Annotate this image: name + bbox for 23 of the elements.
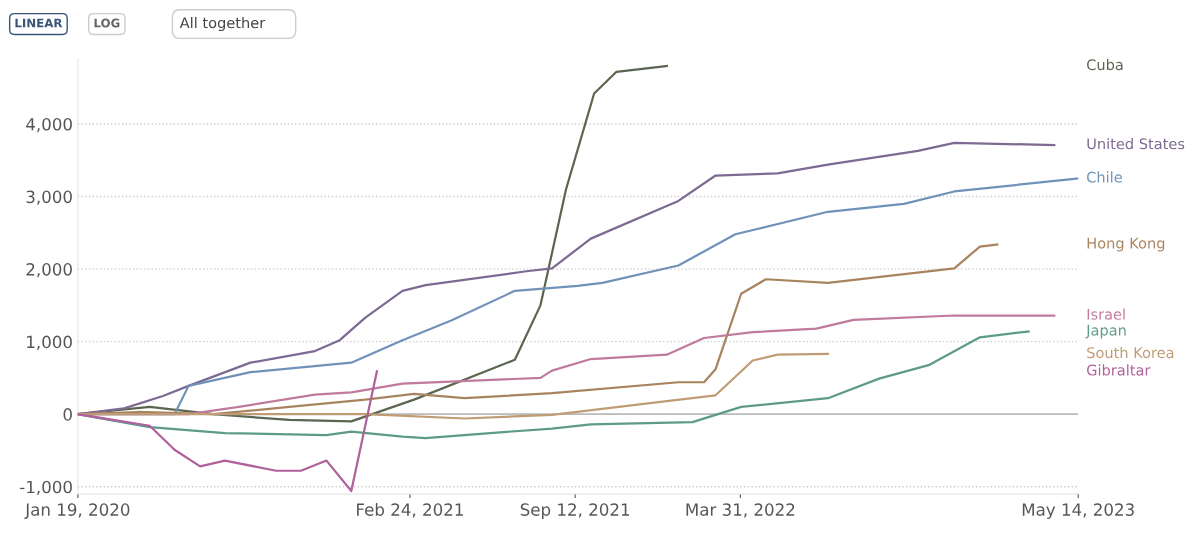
text: Hong Kong (1087, 237, 1165, 252)
text: Cuba (1087, 58, 1123, 71)
y-tick-label: 2,000 (26, 263, 72, 278)
text: South Korea (1087, 346, 1174, 359)
text: United States (1087, 138, 1185, 150)
y-tick-label: 3,000 (26, 190, 72, 205)
text: LINEAR (15, 18, 63, 28)
y-tick-label: 0 (63, 408, 72, 421)
x-tick-label: May 14, 2023 (1022, 503, 1134, 520)
x-tick-label: Feb 24, 2021 (357, 502, 463, 518)
line-series (77, 370, 379, 493)
series-label: Chile (1087, 171, 1122, 183)
x-tick-label: Sep 12, 2021 (520, 503, 630, 520)
y-tick-label: 4,000 (26, 117, 72, 133)
text: Gibraltar (1087, 364, 1151, 376)
text: All together (179, 16, 266, 32)
text: LOG (94, 18, 120, 28)
x-tick-label: Mar 31, 2022 (686, 503, 795, 518)
text: Israel (1087, 308, 1125, 320)
x-tick-label: Jan 19, 2020 (24, 503, 130, 519)
text: Japan (1085, 324, 1126, 339)
y-tick-label: 1,000 (27, 335, 72, 350)
y-tick-label: -1,000 (20, 480, 72, 495)
